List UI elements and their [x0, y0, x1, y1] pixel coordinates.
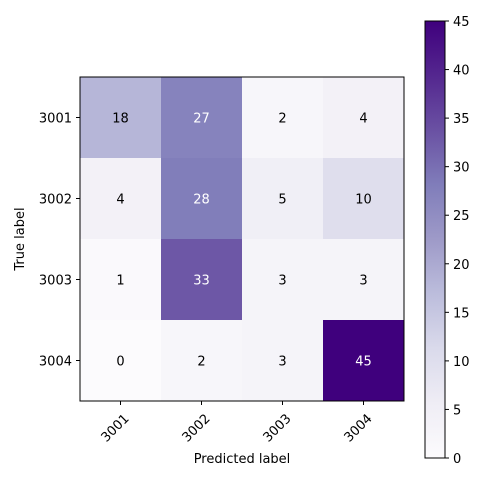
cell-value-label: 2	[278, 112, 286, 127]
heatmap-cell	[242, 77, 323, 158]
x-tick-label: 3001	[99, 411, 133, 445]
y-axis-ticks: 3001 3002 3003 3004	[39, 112, 80, 370]
colorbar-tick-label: 10	[453, 355, 470, 370]
cell-value-label: 3	[278, 274, 286, 289]
colorbar-tick-label: 30	[453, 161, 470, 176]
heatmap-cell	[80, 77, 161, 158]
cell-value-label: 5	[278, 193, 286, 208]
heatmap-cell	[242, 158, 323, 239]
x-tick-label: 3004	[342, 411, 376, 445]
heatmap-cell	[80, 239, 161, 320]
x-axis-ticks: 3001 3002 3003 3004	[99, 401, 376, 445]
heatmap-cell	[161, 158, 242, 239]
heatmap-cell-labels: 18 27 2 44 28 5 101 33 3 30 2 3 45	[112, 112, 372, 370]
heatmap-cell	[323, 77, 404, 158]
heatmap-cell	[323, 320, 404, 401]
cell-value-label: 27	[193, 112, 210, 127]
heatmap-cell	[323, 239, 404, 320]
colorbar-tick-label: 40	[453, 64, 470, 79]
colorbar-tick-label: 35	[453, 112, 470, 127]
colorbar-tick-label: 15	[453, 306, 470, 321]
colorbar-ticks: 0 5 10 15 20 25 30 35 40 45	[445, 15, 470, 467]
heatmap-cell	[161, 77, 242, 158]
colorbar-tick-label: 45	[453, 15, 470, 30]
cell-value-label: 3	[359, 274, 367, 289]
cell-value-label: 4	[359, 112, 367, 127]
y-tick-label: 3004	[39, 355, 72, 370]
colorbar-tick-label: 20	[453, 258, 470, 273]
cell-value-label: 0	[116, 355, 124, 370]
cell-value-label: 45	[355, 355, 372, 370]
cell-value-label: 10	[355, 193, 372, 208]
cell-value-label: 2	[197, 355, 205, 370]
heatmap-cell	[161, 239, 242, 320]
cell-value-label: 4	[116, 193, 124, 208]
heatmap-cell	[80, 158, 161, 239]
x-axis-label: Predicted label	[194, 452, 291, 467]
cell-value-label: 1	[116, 274, 124, 289]
x-tick-label: 3003	[261, 411, 295, 445]
y-tick-label: 3002	[39, 193, 72, 208]
colorbar-tick-label: 5	[453, 403, 461, 418]
cell-value-label: 33	[193, 274, 210, 289]
y-tick-label: 3001	[39, 112, 72, 127]
cell-value-label: 3	[278, 355, 286, 370]
heatmap-cell	[242, 320, 323, 401]
heatmap-cell	[323, 158, 404, 239]
plot-frame	[79, 76, 405, 402]
y-tick-label: 3003	[39, 274, 72, 289]
heatmap-cell	[242, 239, 323, 320]
x-tick-label: 3002	[180, 411, 214, 445]
cell-value-label: 18	[112, 112, 129, 127]
heatmap-cells	[80, 77, 404, 401]
colorbar-tick-label: 0	[453, 452, 461, 467]
heatmap-cell	[161, 320, 242, 401]
y-axis-label: True label	[13, 207, 28, 271]
heatmap-cell	[80, 320, 161, 401]
cell-value-label: 28	[193, 193, 210, 208]
colorbar	[424, 20, 446, 459]
colorbar-tick-label: 25	[453, 209, 470, 224]
